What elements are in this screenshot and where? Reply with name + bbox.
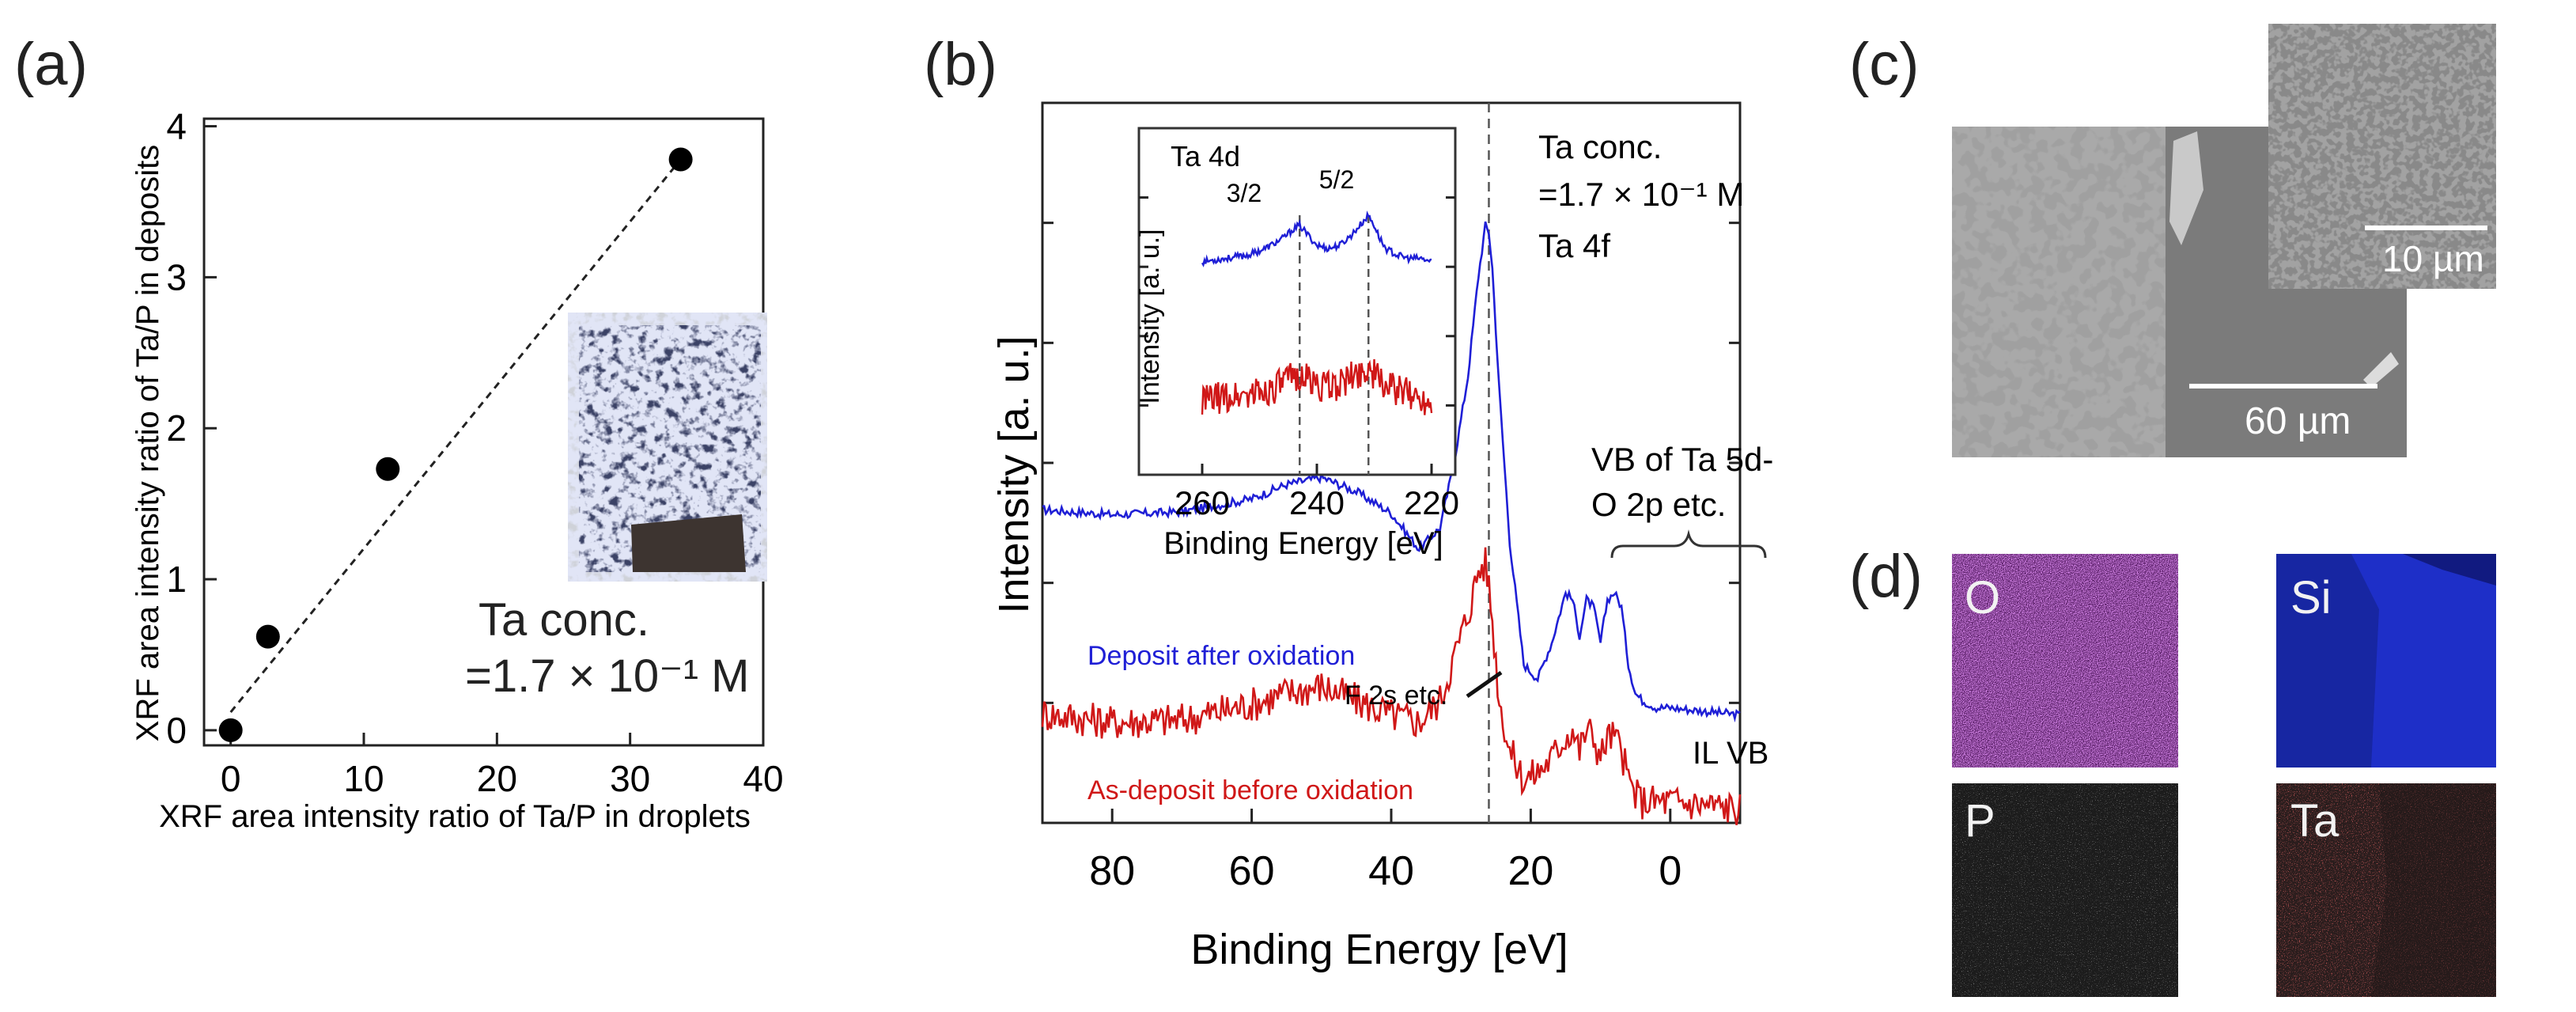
map-p-label: P [1965,795,1995,847]
chart-a-xtick-label: 20 [477,758,517,799]
map-ta: Ta [2276,783,2496,997]
inset-series-before [1201,358,1433,415]
scalebar-inset-line [2365,226,2487,230]
scalebar-main-label: 60 µm [2245,400,2351,442]
inset-ta4d-label: Ta 4d [1171,140,1240,172]
map-si: Si [2276,554,2496,768]
chart-b-ylabel: Intensity [a. u.] [990,335,1038,613]
chart-a-fit-group [229,158,682,713]
chart-b-xtick-label: 80 [1089,848,1135,894]
chart-a-ylabel: XRF area intensity ratio of Ta/P in depo… [131,145,165,741]
chart-a-xlabel: XRF area intensity ratio of Ta/P in drop… [159,799,751,834]
f2s-pointer [1466,670,1503,699]
f2s-label: F 2s etc. [1345,680,1447,711]
vb-label-1: VB of Ta 5d- [1591,441,1773,478]
map-si-label: Si [2290,572,2332,623]
chart-a-ytick-label: 4 [166,106,187,147]
inset-peak-1: 3/2 [1227,179,1262,207]
inset-series-after [1201,210,1432,267]
ta4f-label: Ta 4f [1538,227,1610,264]
chart-b-series-group [1041,221,1742,825]
inset-series-group [1201,210,1433,415]
map-p: P [1952,783,2178,997]
chart-b: 80 60 40 20 0 Binding Energy [eV] Intensity … [990,101,1773,973]
chart-b-xtick-label: 0 [1659,848,1681,894]
panel-label-a: (a) [14,31,88,98]
chart-a-xtick-label: 0 [221,758,241,799]
chart-b-xtick-label: 60 [1229,848,1275,894]
inset-peak-2: 5/2 [1319,165,1354,194]
chart-b-axes: 80 60 40 20 0 [1041,101,1742,894]
chart-b-xtick-label: 20 [1507,848,1553,894]
conc-label-2: =1.7 × 10⁻¹ M [1538,176,1744,213]
after-series-label: Deposit after oxidation [1088,641,1355,671]
panel-label-b: (b) [924,31,997,98]
chart-a-xtick-label: 40 [743,758,783,799]
inset-xtick-label: 220 [1404,484,1459,521]
panel-a-annotation-2: =1.7 × 10⁻¹ M [465,650,750,702]
scalebar-main-line [2189,384,2377,389]
scalebar-inset-label: 10 µm [2382,238,2484,279]
sem-image-inset [2268,24,2496,289]
inset-axes: 260 240 220 [1139,196,1459,521]
map-o-label: O [1965,572,2001,623]
sem-image-main [1952,127,2407,457]
vb-label-2: O 2p etc. [1591,486,1726,523]
inset-xlabel: Binding Energy [eV] [1163,526,1443,561]
sample-photo [568,313,767,582]
chart-b-xtick-label: 40 [1368,848,1414,894]
chart-b-series-after [1042,221,1741,723]
chart-a-ytick-label: 2 [166,407,187,449]
il-vb-label: IL VB [1693,736,1768,771]
chart-a: 0 10 20 30 40 0 1 2 3 4 XRF area intensity ratio … [131,106,784,834]
map-o: O [1952,554,2178,768]
inset-xtick-label: 240 [1289,484,1345,521]
map-ta-label: Ta [2290,795,2340,847]
chart-a-xtick-label: 10 [343,758,384,799]
chart-a-points [218,147,693,742]
vb-bracket [1610,529,1767,559]
before-series-label: As-deposit before oxidation [1088,775,1413,805]
chart-a-point [255,624,280,649]
chart-a-point [376,457,400,481]
inset-ylabel: Intensity [a. u.] [1135,229,1165,404]
chart-a-point [218,718,243,742]
inset-xtick-label: 260 [1175,484,1230,521]
chart-a-xtick-label: 30 [610,758,650,799]
chart-b-xlabel: Binding Energy [eV] [1190,926,1568,973]
chart-a-ytick-label: 1 [166,559,187,600]
panel-label-d: (d) [1849,543,1923,610]
chart-b-series-before [1041,547,1742,825]
panel-label-c: (c) [1849,31,1920,98]
panel-a-annotation-1: Ta conc. [479,594,649,646]
chart-a-fit-line [229,158,682,713]
chart-a-point [668,147,693,172]
conc-label-1: Ta conc. [1538,128,1662,165]
inset-frame [1137,127,1457,476]
chart-a-axes: 0 10 20 30 40 0 1 2 3 4 [166,106,783,799]
chart-a-ytick-label: 0 [166,710,187,751]
chart-a-ytick-label: 3 [166,256,187,298]
